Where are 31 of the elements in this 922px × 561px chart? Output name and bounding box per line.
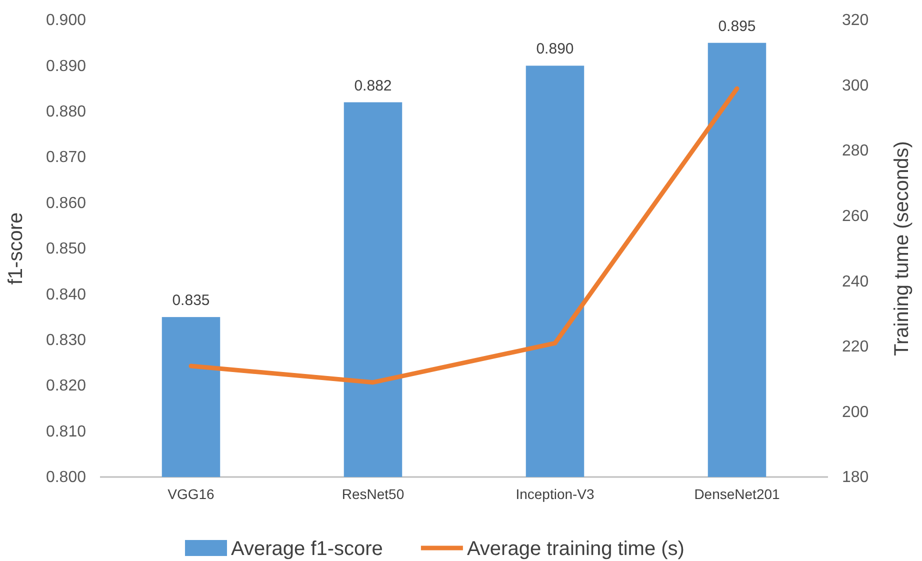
y2-tick-label: 320 bbox=[842, 12, 869, 30]
x-tick-label: Inception-V3 bbox=[516, 486, 595, 502]
y2-tick-label: 180 bbox=[842, 469, 869, 486]
y2-tick-label: 280 bbox=[842, 142, 869, 160]
y-tick-label: 0.850 bbox=[46, 240, 86, 258]
data-label: 0.835 bbox=[172, 292, 210, 310]
y-tick-label: 0.900 bbox=[46, 12, 86, 30]
legend-label: Average training time (s) bbox=[466, 538, 684, 560]
y2-tick-label: 300 bbox=[842, 77, 869, 94]
legend-label: Average f1-score bbox=[231, 538, 383, 560]
y2-axis-title: Training tume (seconds) bbox=[891, 141, 913, 356]
y2-tick-label: 260 bbox=[842, 208, 869, 225]
data-label: 0.890 bbox=[536, 40, 574, 58]
y-axis-title: f1-score bbox=[5, 212, 27, 285]
data-label: 0.882 bbox=[354, 77, 392, 94]
x-tick-label: DenseNet201 bbox=[694, 486, 780, 502]
y-tick-label: 0.890 bbox=[46, 58, 86, 75]
x-tick-label: ResNet50 bbox=[342, 486, 404, 502]
y-tick-label: 0.870 bbox=[46, 149, 86, 166]
y-tick-label: 0.840 bbox=[46, 286, 86, 304]
y2-tick-label: 240 bbox=[842, 273, 869, 290]
y2-tick-label: 200 bbox=[842, 404, 869, 421]
x-tick-label: VGG16 bbox=[168, 486, 215, 502]
y-tick-label: 0.810 bbox=[46, 423, 86, 440]
y-tick-label: 0.880 bbox=[46, 104, 86, 121]
y-tick-label: 0.830 bbox=[46, 332, 86, 350]
y-tick-label: 0.800 bbox=[46, 469, 86, 486]
data-label: 0.895 bbox=[718, 18, 756, 35]
y-tick-label: 0.820 bbox=[46, 378, 86, 395]
y2-tick-label: 220 bbox=[842, 338, 869, 356]
y-tick-label: 0.860 bbox=[46, 194, 86, 212]
